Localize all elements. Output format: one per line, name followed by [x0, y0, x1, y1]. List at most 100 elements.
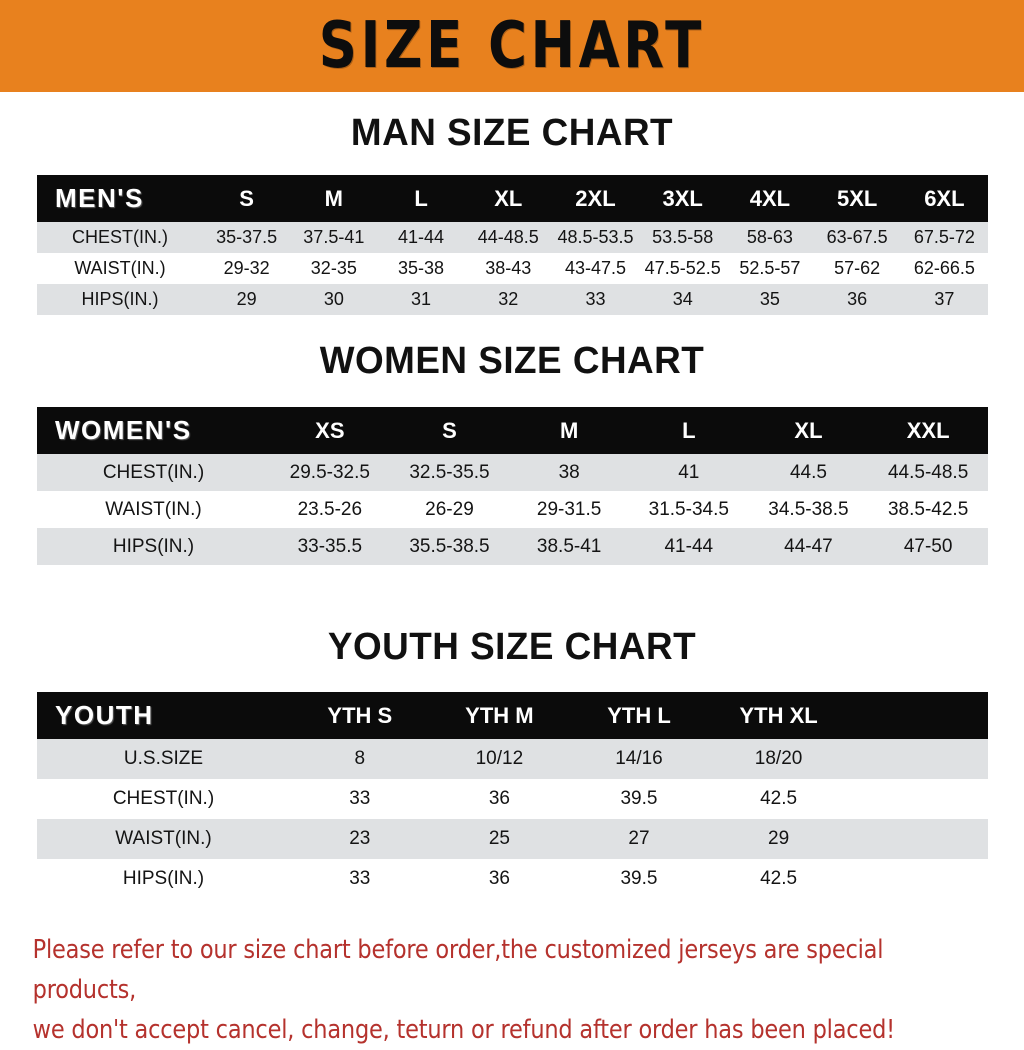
man-size-chart-table: MEN'S S M L XL 2XL 3XL 4XL 5XL 6XL CHEST… [37, 175, 988, 315]
man-corner-label: MEN'S [55, 183, 144, 213]
women-cell-1-2: 29-31.5 [536, 498, 602, 520]
women-cell-0-4: 44.5 [789, 461, 827, 483]
man-size-chart-title: MAN SIZE CHART [350, 112, 674, 154]
women-cell-2-4: 44-47 [784, 535, 833, 557]
man-cell-2-2: 31 [411, 289, 432, 309]
man-cell-0-5: 53.5-58 [652, 227, 714, 247]
return-policy-note-line-2: we don't accept cancel, change, teturn o… [32, 1015, 896, 1045]
table-row: WAIST(IN.) 23 25 27 29 [37, 819, 988, 859]
youth-cell-2-3: 29 [768, 828, 790, 849]
table-row: HIPS(IN.) 29 30 31 32 33 34 35 36 37 [37, 284, 988, 315]
table-header-row: MEN'S S M L XL 2XL 3XL 4XL 5XL 6XL [37, 175, 988, 222]
youth-table-body: U.S.SIZE 8 10/12 14/16 18/20 CHEST(IN.) … [37, 739, 988, 899]
women-row-label-2: HIPS(IN.) [112, 535, 195, 557]
banner-title: SIZE CHART [318, 9, 706, 83]
women-col-header-2: M [559, 417, 579, 443]
man-cell-1-8: 62-66.5 [913, 258, 975, 278]
youth-col-header-0: YTH S [327, 702, 393, 728]
women-corner-label: WOMEN'S [55, 415, 192, 445]
youth-size-chart-table: YOUTH YTH S YTH M YTH L YTH XL U.S.SIZE … [37, 692, 988, 899]
table-row: HIPS(IN.) 33 36 39.5 42.5 [37, 859, 988, 899]
man-cell-1-5: 47.5-52.5 [644, 258, 721, 278]
youth-header-spacer [848, 692, 988, 739]
man-table-body: CHEST(IN.) 35-37.5 37.5-41 41-44 44-48.5… [37, 222, 988, 315]
man-col-header-8: 6XL [924, 185, 965, 211]
man-col-header-0: S [239, 185, 254, 211]
women-col-header-3: L [682, 417, 696, 443]
man-cell-0-7: 63-67.5 [826, 227, 888, 247]
youth-cell-2-0: 23 [349, 828, 371, 849]
man-table-header: MEN'S S M L XL 2XL 3XL 4XL 5XL 6XL [37, 175, 988, 222]
youth-cell-3-3: 42.5 [760, 868, 798, 889]
man-cell-2-3: 32 [498, 289, 519, 309]
youth-cell-2-1: 25 [488, 828, 510, 849]
man-cell-1-0: 29-32 [223, 258, 270, 278]
women-col-header-0: XS [315, 417, 345, 443]
youth-cell-1-0: 33 [349, 788, 371, 809]
youth-row-label-3: HIPS(IN.) [122, 868, 205, 889]
man-cell-1-1: 32-35 [310, 258, 357, 278]
youth-cell-3-2: 39.5 [620, 868, 658, 889]
women-table-header: WOMEN'S XS S M L XL XXL [37, 407, 988, 454]
women-col-header-1: S [442, 417, 457, 443]
women-cell-1-0: 23.5-26 [297, 498, 363, 520]
youth-row-label-0: U.S.SIZE [123, 748, 204, 769]
man-cell-2-8: 37 [934, 289, 955, 309]
youth-cell-3-0: 33 [349, 868, 371, 889]
table-row: HIPS(IN.) 33-35.5 35.5-38.5 38.5-41 41-4… [37, 528, 988, 565]
man-cell-0-6: 58-63 [746, 227, 793, 247]
women-size-chart-table: WOMEN'S XS S M L XL XXL CHEST(IN.) 29.5-… [37, 407, 988, 565]
man-row-label-2: HIPS(IN.) [81, 289, 159, 309]
man-cell-2-7: 36 [847, 289, 868, 309]
women-cell-1-3: 31.5-34.5 [648, 498, 729, 520]
man-col-header-2: L [414, 185, 428, 211]
women-cell-0-2: 38 [558, 461, 580, 483]
man-cell-2-0: 29 [236, 289, 257, 309]
youth-cell-1-3: 42.5 [760, 788, 798, 809]
youth-col-header-1: YTH M [465, 702, 534, 728]
man-col-header-3: XL [494, 185, 523, 211]
return-policy-note-line-1: Please refer to our size chart before or… [32, 935, 884, 1005]
youth-row-spacer [848, 779, 988, 819]
man-cell-0-1: 37.5-41 [303, 227, 365, 247]
youth-cell-2-2: 27 [628, 828, 650, 849]
women-cell-0-1: 32.5-35.5 [409, 461, 490, 483]
table-row: CHEST(IN.) 29.5-32.5 32.5-35.5 38 41 44.… [37, 454, 988, 491]
youth-row-label-2: WAIST(IN.) [115, 828, 212, 849]
man-cell-2-5: 34 [672, 289, 693, 309]
man-cell-1-4: 43-47.5 [564, 258, 627, 278]
table-row: WAIST(IN.) 29-32 32-35 35-38 38-43 43-47… [37, 253, 988, 284]
women-size-chart-title: WOMEN SIZE CHART [319, 340, 705, 382]
man-cell-0-3: 44-48.5 [477, 227, 539, 247]
youth-row-spacer [848, 739, 988, 779]
table-header-row: YOUTH YTH S YTH M YTH L YTH XL [37, 692, 988, 739]
women-cell-2-0: 33-35.5 [297, 535, 363, 557]
man-cell-0-8: 67.5-72 [913, 227, 975, 247]
women-cell-2-2: 38.5-41 [536, 535, 602, 557]
size-chart-banner: SIZE CHART [0, 0, 1024, 92]
youth-cell-1-2: 39.5 [620, 788, 658, 809]
women-cell-1-5: 38.5-42.5 [887, 498, 969, 520]
women-col-header-5: XXL [906, 417, 950, 443]
man-cell-2-1: 30 [323, 289, 344, 309]
women-cell-1-4: 34.5-38.5 [768, 498, 849, 520]
youth-cell-0-2: 14/16 [615, 748, 663, 769]
women-col-header-4: XL [794, 417, 823, 443]
man-cell-0-0: 35-37.5 [216, 227, 278, 247]
youth-cell-1-1: 36 [488, 788, 510, 809]
man-col-header-7: 5XL [836, 185, 878, 211]
women-row-label-0: CHEST(IN.) [102, 461, 205, 483]
women-cell-0-3: 41 [678, 461, 700, 483]
man-col-header-1: M [324, 185, 343, 211]
man-cell-0-4: 48.5-53.5 [557, 227, 634, 247]
youth-cell-3-1: 36 [488, 868, 510, 889]
table-row: CHEST(IN.) 33 36 39.5 42.5 [37, 779, 988, 819]
man-col-header-4: 2XL [575, 185, 616, 211]
women-row-label-1: WAIST(IN.) [105, 498, 202, 520]
man-row-label-1: WAIST(IN.) [74, 258, 166, 278]
man-cell-2-4: 33 [585, 289, 606, 309]
youth-row-spacer [848, 859, 988, 899]
youth-row-spacer [848, 819, 988, 859]
youth-cell-0-3: 18/20 [754, 748, 803, 769]
man-col-header-6: 4XL [749, 185, 791, 211]
